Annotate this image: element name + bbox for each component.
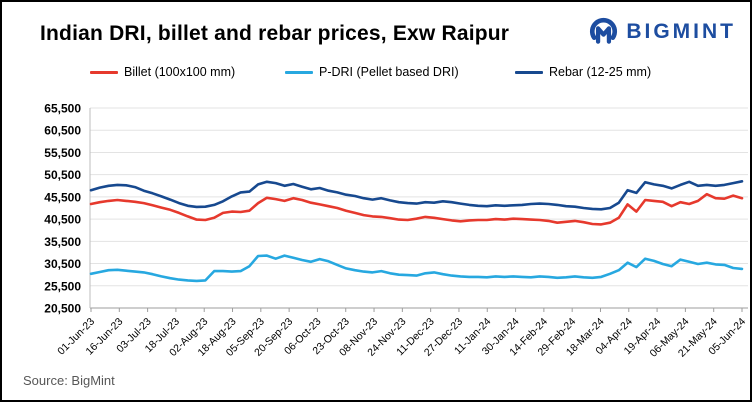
y-axis-tick-label: 20,500 [44,302,81,316]
y-axis-tick-label: 50,500 [44,168,81,182]
y-axis-tick-label: 55,500 [44,146,81,160]
legend-item-rebar: Rebar (12-25 mm) [515,64,651,80]
y-axis-tick-label: 40,500 [44,213,81,227]
billet-line-swatch [90,70,118,74]
legend-label-pdri: P-DRI (Pellet based DRI) [319,65,459,79]
y-axis-tick-label: 30,500 [44,257,81,271]
y-axis-tick-label: 25,500 [44,279,81,293]
pdri-line-swatch [285,70,313,74]
y-axis-tick-label: 65,500 [44,102,81,116]
series-line-billet [89,192,744,226]
chart-legend: Billet (100x100 mm) P-DRI (Pellet based … [2,64,750,82]
y-axis-tick-label: 60,500 [44,124,81,138]
legend-label-billet: Billet (100x100 mm) [124,65,236,79]
legend-item-billet: Billet (100x100 mm) [90,64,235,80]
series-line-p-dri [89,254,744,283]
page-title: Indian DRI, billet and rebar prices, Exw… [40,22,510,45]
bigmint-logo-text: BIGMINT [626,19,736,43]
legend-item-pdri: P-DRI (Pellet based DRI) [285,64,459,80]
bigmint-logo-icon [590,17,618,44]
y-axis-tick-label: 35,500 [44,235,81,249]
bigmint-logo: BIGMINT [588,15,736,48]
series-line-rebar [89,180,744,211]
rebar-line-swatch [515,70,543,74]
legend-label-rebar: Rebar (12-25 mm) [549,65,652,79]
source-text: Source: BigMint [23,373,115,388]
y-axis-tick-label: 45,500 [44,190,81,204]
